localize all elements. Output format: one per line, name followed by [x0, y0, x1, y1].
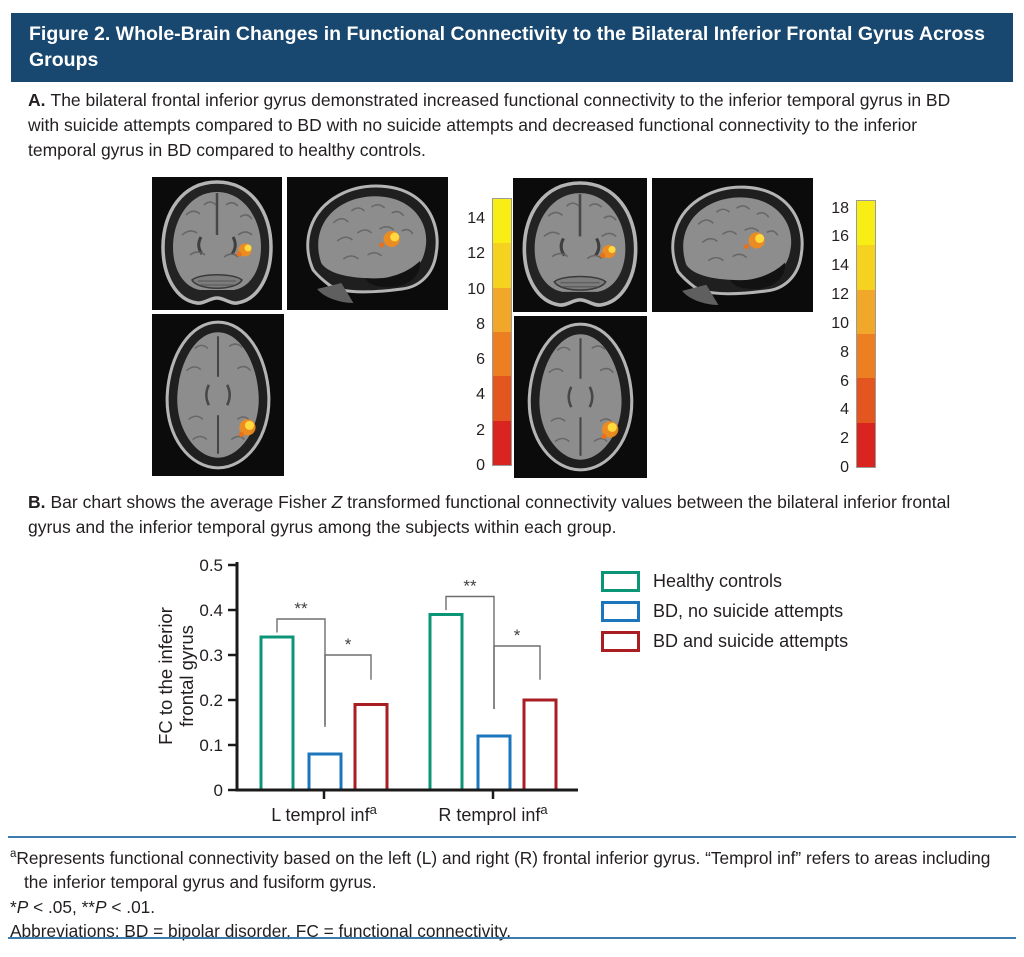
- x-category-label: R temprol infa: [438, 802, 548, 825]
- significance-label: **: [463, 577, 477, 596]
- y-tick-label: 0.1: [199, 736, 223, 755]
- significance-bracket: [493, 645, 541, 709]
- colorbar-band: [857, 289, 875, 334]
- legend-swatch: [601, 570, 640, 592]
- footnote-pvalues: *P < .05, **P < .01.: [10, 896, 156, 917]
- colorbar-tick-label: 12: [831, 286, 849, 304]
- brain-sagittal-left-image: [287, 177, 448, 310]
- y-tick-label: 0.2: [199, 691, 223, 710]
- colorbar-tick-label: 10: [831, 314, 849, 332]
- colorbar-band: [493, 420, 511, 465]
- colorbar-tick-label: 18: [831, 199, 849, 217]
- colorbar-band: [493, 287, 511, 332]
- legend-label: Healthy controls: [653, 571, 783, 591]
- legend-item-2: BD and suicide attempts: [601, 630, 848, 652]
- colorbar-tick-label: 14: [467, 210, 485, 228]
- y-axis-label: FC to the inferiorfrontal gyrus: [155, 607, 197, 745]
- colorbar-tick-label: 12: [467, 245, 485, 263]
- colorbar-tick-label: 2: [476, 421, 485, 439]
- bar-series1-group1: [476, 734, 512, 792]
- legend-item-1: BD, no suicide attempts: [601, 600, 848, 622]
- footnote-a: aRepresents functional connectivity base…: [10, 847, 991, 893]
- brain-coronal-left-image: [152, 177, 282, 310]
- colorbar-tick-label: 4: [476, 386, 485, 404]
- figure-title-bar: Figure 2. Whole-Brain Changes in Functio…: [11, 13, 1013, 82]
- footnote-a-superscript: a: [10, 848, 17, 860]
- y-tick-label: 0.3: [199, 646, 223, 665]
- colorbar-tick-label: 0: [840, 459, 849, 476]
- footnote-top-rule: [8, 836, 1016, 838]
- panel-b-text-after: transformed functional connectivity valu…: [28, 492, 951, 537]
- footnotes: aRepresents functional connectivity base…: [10, 842, 1012, 944]
- brain-coronal-right-image: [513, 178, 647, 312]
- colorbar-band: [857, 201, 875, 246]
- fc-bar-chart: 0 0.1 0.2 0.3 0.4 0.5 L temprol infa R temprol …: [152, 552, 592, 844]
- fc-bar-chart-svg: 0 0.1 0.2 0.3 0.4 0.5 L temprol infa R temprol …: [155, 556, 578, 825]
- colorbar-tick-label: 4: [840, 401, 849, 419]
- panel-b-fisher-z: Z: [331, 492, 343, 512]
- colorbar-tick-label: 6: [476, 351, 485, 369]
- colorbar-tick-label: 8: [840, 343, 849, 361]
- colorbar-right: 18 16 14 12 10 8 6 4 2 0: [820, 199, 876, 476]
- colorbar-tick-label: 16: [831, 228, 849, 246]
- significance-label: *: [345, 635, 352, 654]
- chart-legend: Healthy controls BD, no suicide attempts B…: [601, 570, 848, 660]
- panel-a-label: A.: [28, 90, 46, 110]
- colorbar-gradient: [856, 200, 876, 468]
- significance-bracket: [324, 654, 372, 725]
- brain-axial-right-image: [514, 316, 647, 478]
- panel-b-text-before: Bar chart shows the average Fisher: [50, 492, 332, 512]
- colorbar-band: [857, 378, 875, 423]
- bar-series0-group1: [428, 613, 464, 792]
- legend-label: BD and suicide attempts: [653, 631, 849, 651]
- bar-series2-group0: [353, 703, 389, 792]
- colorbar-tick-label: 10: [467, 280, 485, 298]
- panel-a-caption: A. The bilateral frontal inferior gyrus d…: [28, 88, 984, 163]
- x-category-label: L temprol infa: [271, 802, 377, 825]
- y-tick-label: 0: [214, 781, 223, 800]
- colorbar-left: 14 12 10 8 6 4 2 0: [456, 198, 512, 474]
- legend-swatch: [601, 600, 640, 622]
- y-tick-label: 0.4: [199, 601, 223, 620]
- footnote-abbreviations: Abbreviations: BD = bipolar disorder, FC…: [10, 921, 512, 942]
- bar-series2-group1: [522, 698, 558, 792]
- significance-label: **: [294, 599, 308, 618]
- significance-label: *: [514, 626, 521, 645]
- colorbar-tick-label: 0: [476, 457, 485, 474]
- colorbar-gradient: [492, 198, 512, 466]
- y-tick-label: 0.5: [199, 556, 223, 575]
- colorbar-band: [857, 333, 875, 379]
- colorbar-tick-label: 14: [831, 257, 849, 275]
- figure-title: Figure 2. Whole-Brain Changes in Functio…: [29, 23, 985, 71]
- colorbar-band: [493, 199, 511, 244]
- figure-bottom-rule: [8, 937, 1016, 939]
- colorbar-tick-label: 8: [476, 315, 485, 333]
- brain-axial-left-image: [152, 314, 284, 476]
- colorbar-band: [857, 245, 875, 290]
- bar-series1-group0: [307, 752, 343, 792]
- legend-label: BD, no suicide attempts: [653, 601, 844, 621]
- colorbar-tick-label: 6: [840, 372, 849, 390]
- panel-b-label: B.: [28, 492, 46, 512]
- colorbar-band: [493, 376, 511, 421]
- legend-swatch: [601, 630, 640, 652]
- legend-item-0: Healthy controls: [601, 570, 848, 592]
- bar-series0-group0: [259, 635, 295, 792]
- colorbar-band: [493, 243, 511, 288]
- colorbar-tick-label: 2: [840, 430, 849, 448]
- brain-sagittal-right-image: [652, 178, 813, 312]
- colorbar-band: [493, 331, 511, 377]
- panel-a-text: The bilateral frontal inferior gyrus dem…: [28, 90, 951, 160]
- panel-b-caption: B. Bar chart shows the average Fisher Z t…: [28, 490, 984, 540]
- colorbar-band: [857, 422, 875, 467]
